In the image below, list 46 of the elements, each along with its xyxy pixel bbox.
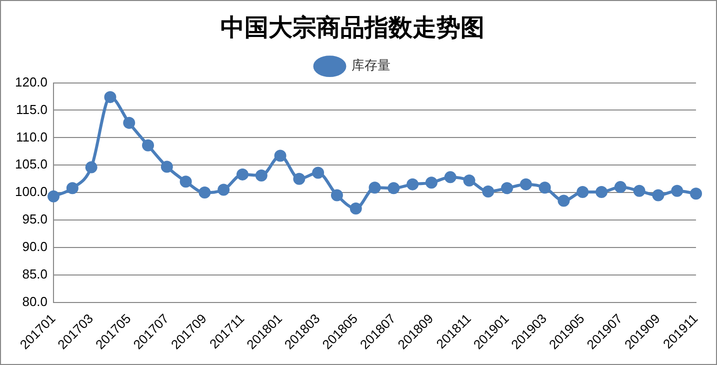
point: [85, 161, 98, 174]
point: [538, 182, 551, 194]
y-tick-label: 95.0: [22, 212, 48, 227]
y-tick-label: 80.0: [22, 294, 48, 309]
point: [104, 91, 116, 104]
point: [388, 182, 400, 194]
point: [614, 181, 626, 194]
y-tick-label: 85.0: [22, 266, 48, 282]
point: [425, 176, 438, 189]
y-tick-label: 90.0: [22, 239, 48, 254]
point: [142, 139, 154, 152]
y-tick-label: 120.0: [14, 74, 48, 90]
y-tick-label: 100.0: [14, 184, 48, 200]
point: [123, 116, 136, 129]
point: [160, 160, 173, 173]
point: [180, 176, 192, 188]
y-tick-label: 115.0: [16, 102, 48, 117]
y-tick-label: 110.0: [16, 129, 48, 144]
point: [198, 186, 211, 199]
point: [218, 184, 230, 196]
point: [368, 182, 381, 194]
point: [482, 185, 494, 198]
point: [293, 172, 306, 185]
point: [406, 178, 419, 190]
point: [520, 178, 532, 190]
point: [48, 190, 60, 202]
point: [576, 186, 589, 198]
point: [690, 188, 702, 200]
point: [236, 168, 248, 180]
point: [558, 194, 570, 207]
point: [66, 182, 78, 194]
point: [330, 189, 343, 202]
y-tick-label: 105.0: [14, 156, 48, 172]
point: [255, 170, 268, 182]
point: [444, 171, 456, 184]
point: [312, 166, 324, 179]
point: [633, 184, 646, 197]
chart-title: 中国大宗商品指数走势图: [220, 12, 484, 42]
point: [350, 202, 362, 214]
point: [274, 150, 286, 162]
point: [652, 189, 664, 202]
point: [501, 182, 514, 194]
legend-label: 库存量: [351, 58, 390, 74]
point: [596, 186, 608, 198]
point: [463, 174, 476, 186]
point: [671, 184, 684, 197]
